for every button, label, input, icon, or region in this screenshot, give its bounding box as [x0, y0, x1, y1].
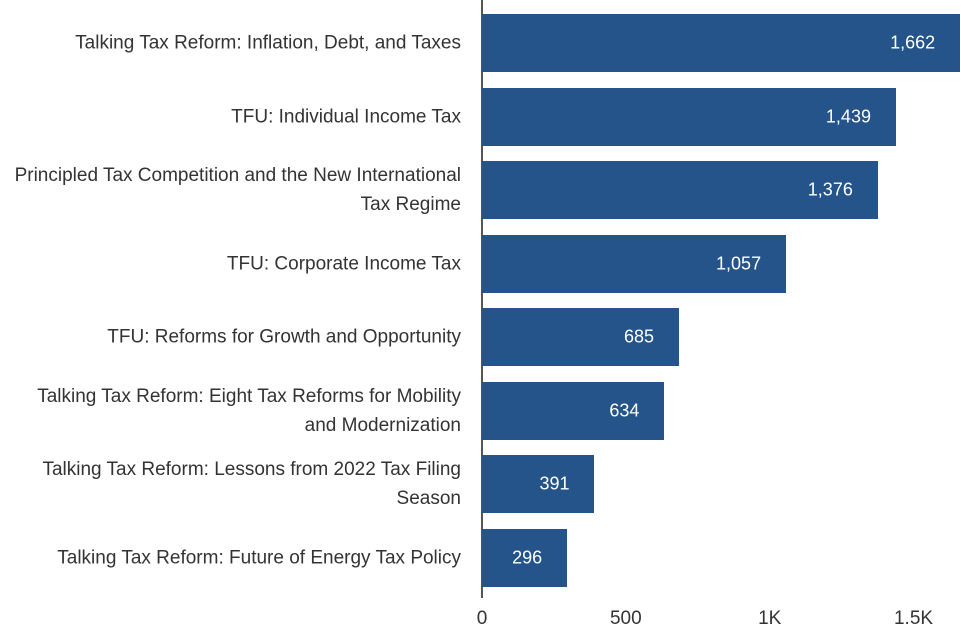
bar [482, 381, 665, 440]
category-label: Talking Tax Reform: Eight Tax Reforms fo… [37, 385, 461, 436]
bar [482, 308, 680, 366]
category-label: Principled Tax Competition and the New I… [14, 165, 461, 215]
x-tick-label: 1K [758, 608, 782, 629]
bar [482, 161, 878, 219]
y-axis-line [481, 0, 483, 598]
bar [482, 234, 787, 293]
value-label: 1,376 [807, 179, 853, 200]
category-label: TFU: Reforms for Growth and Opportunity [107, 326, 461, 348]
x-tick-label: 1.5K [893, 608, 934, 629]
category-label: Talking Tax Reform: Inflation, Debt, and… [75, 32, 461, 54]
x-tick-label: 0 [476, 608, 488, 629]
bar [482, 14, 961, 72]
category-label: Talking Tax Reform: Lessons from 2022 Ta… [42, 459, 461, 509]
bar [482, 87, 896, 146]
value-label: 1,439 [825, 106, 871, 126]
x-tick-label: 500 [609, 608, 642, 629]
value-label: 634 [609, 400, 640, 420]
category-label: Talking Tax Reform: Future of Energy Tax… [57, 547, 461, 568]
value-label: 1,662 [890, 32, 936, 53]
value-label: 296 [512, 547, 543, 567]
value-label: 685 [624, 326, 655, 347]
category-label: TFU: Corporate Income Tax [226, 253, 461, 274]
bar [482, 528, 568, 587]
value-label: 391 [539, 473, 570, 494]
category-label: TFU: Individual Income Tax [231, 106, 461, 127]
value-label: 1,057 [716, 253, 762, 273]
bar [482, 455, 595, 513]
